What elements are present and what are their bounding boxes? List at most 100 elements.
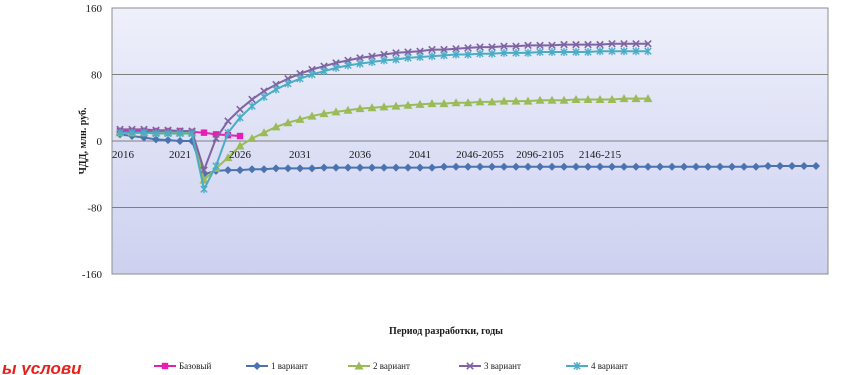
data-point: [572, 162, 580, 171]
data-point: [548, 162, 556, 171]
data-point: [224, 117, 232, 125]
data-point: [260, 92, 268, 101]
data-point: [512, 162, 520, 171]
data-point: [152, 135, 160, 144]
data-point: [236, 105, 244, 114]
data-point: [212, 131, 220, 138]
data-point: [223, 153, 233, 162]
data-point: [573, 362, 581, 370]
gridlines: [112, 74, 828, 208]
data-point: [620, 47, 628, 56]
data-point: [596, 40, 604, 49]
legend-label: Базовый: [179, 361, 211, 371]
data-point: [560, 48, 568, 57]
x-tick-label: 2026: [229, 149, 252, 161]
data-point: [704, 162, 712, 171]
legend-item: Базовый: [154, 361, 211, 371]
data-point: [248, 165, 256, 174]
data-point: [343, 105, 353, 114]
overlay-text: ы услови: [2, 359, 82, 375]
data-point: [236, 113, 244, 122]
data-point: [380, 56, 388, 65]
y-tick-label: 80: [91, 70, 103, 82]
data-point: [164, 136, 172, 145]
data-point: [560, 40, 568, 49]
data-point: [583, 94, 593, 103]
data-point: [644, 162, 652, 171]
data-point: [236, 132, 244, 140]
y-tick-label: 0: [97, 136, 103, 148]
data-point: [500, 42, 508, 51]
data-point: [788, 161, 796, 170]
data-point: [116, 128, 124, 137]
data-point: [607, 94, 617, 103]
data-point: [524, 162, 532, 171]
data-point: [247, 134, 257, 143]
data-point: [404, 48, 412, 56]
data-point: [236, 166, 244, 175]
data-point: [308, 164, 316, 173]
legend-label: 3 вариант: [484, 361, 521, 371]
legend-label: 1 вариант: [271, 361, 308, 371]
data-point: [344, 163, 352, 172]
data-point: [212, 134, 220, 143]
data-point: [595, 94, 605, 103]
data-point: [440, 45, 448, 54]
data-point: [464, 50, 472, 59]
data-point: [512, 48, 520, 57]
data-point: [271, 122, 281, 131]
data-point: [296, 164, 304, 173]
data-point: [224, 128, 232, 137]
data-point: [176, 129, 184, 138]
data-point: [200, 185, 208, 194]
data-point: [253, 362, 261, 370]
data-point: [608, 39, 616, 48]
data-point: [368, 58, 376, 67]
legend-label: 2 вариант: [373, 361, 410, 371]
data-point: [428, 45, 436, 54]
data-point: [584, 40, 592, 49]
x-tick-label: 2096-2105: [516, 149, 564, 161]
data-point: [308, 70, 316, 79]
data-point: [355, 104, 365, 113]
data-point: [631, 94, 641, 103]
data-point: [536, 41, 544, 50]
data-point: [224, 166, 232, 175]
data-point: [608, 47, 616, 56]
y-tick-label: -80: [87, 203, 102, 215]
data-point: [643, 94, 653, 103]
data-point: [632, 47, 640, 56]
data-point: [128, 128, 136, 137]
data-point: [488, 162, 496, 171]
data-point: [572, 48, 580, 57]
data-point: [571, 94, 581, 103]
data-point: [620, 39, 628, 48]
data-point: [476, 43, 484, 51]
data-point: [620, 162, 628, 171]
data-point: [176, 137, 184, 145]
data-point: [608, 162, 616, 171]
data-point: [440, 162, 448, 171]
data-point: [379, 102, 389, 111]
data-point: [644, 39, 652, 48]
data-point: [512, 42, 520, 51]
data-point: [632, 162, 640, 171]
series-5: [116, 47, 652, 194]
x-tick-label: 2046-2055: [456, 149, 504, 161]
data-point: [476, 162, 484, 171]
data-point: [368, 163, 376, 172]
data-point: [476, 49, 484, 58]
data-point: [466, 362, 474, 370]
data-point: [488, 49, 496, 58]
data-point: [260, 165, 268, 174]
x-tick-label: 2036: [349, 149, 372, 161]
data-point: [559, 95, 569, 104]
legend-item: 4 вариант: [566, 361, 628, 371]
data-point: [764, 161, 772, 170]
data-point: [596, 47, 604, 56]
data-point: [284, 79, 292, 88]
data-point: [740, 162, 748, 171]
data-point: [548, 48, 556, 57]
data-point: [812, 161, 820, 170]
